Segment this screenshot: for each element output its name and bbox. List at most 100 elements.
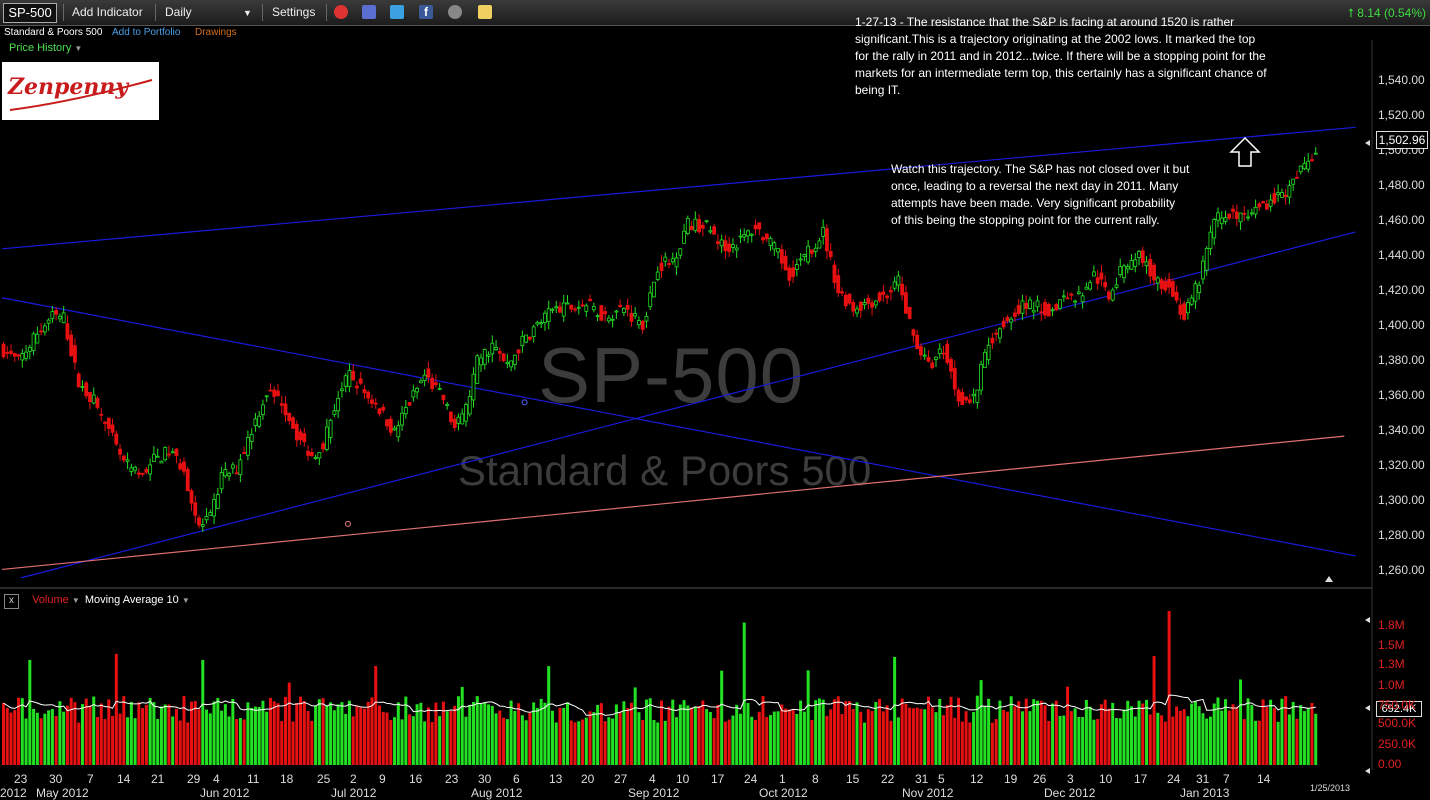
annotation-resistance: 1-27-13 - The resistance that the S&P is… [855,15,1267,97]
volume-bar [806,670,810,765]
candle-body [99,413,104,416]
close-icon[interactable]: x [4,594,19,609]
settings-button[interactable]: Settings [272,5,316,19]
chevron-down-icon[interactable]: ▼ [71,596,80,605]
symbol-input[interactable]: SP-500 [3,3,57,23]
candle-body [332,410,337,415]
candle-body [294,423,299,441]
volume-bar [957,697,961,765]
candle-body [825,228,829,252]
add-indicator-button[interactable]: Add Indicator [72,5,143,19]
volume-bar [1020,711,1024,765]
volume-bar [769,715,773,765]
y-tick-label: 1,520.00 [1378,108,1425,122]
candle-body [1050,309,1055,312]
x-day-tick: 17 [1134,772,1148,786]
volume-bar [103,719,107,765]
print-icon[interactable] [362,5,376,19]
volume-bar [896,717,900,765]
candle-body [881,291,886,295]
volume-bar [227,716,231,765]
candle-body [1061,295,1066,298]
volume-bar [317,699,321,765]
x-day-tick: 24 [1167,772,1181,786]
candle-body [708,230,713,233]
volume-bar [547,666,551,765]
candle-body [91,394,96,404]
volume-bar [148,697,152,765]
candle-body [1170,281,1175,297]
candle-body [396,425,401,438]
x-month-tick: Jul 2012 [331,786,377,800]
volume-bar [592,712,596,765]
volume-tick-label: 1.8M [1378,618,1405,632]
share-icon[interactable] [448,5,462,19]
volume-bar [1077,716,1081,765]
candle-body [230,464,235,469]
candle-body [1076,291,1081,294]
add-to-portfolio-link[interactable]: Add to Portfolio [112,27,181,38]
volume-bar [554,722,558,765]
volume-bar [77,722,81,765]
candle-body [1163,281,1168,291]
volume-bar [964,711,968,765]
candle-body [456,416,461,424]
chevron-down-icon[interactable]: ▼ [243,8,252,18]
candle-body [512,354,517,365]
candle-body [915,334,920,350]
x-day-tick: 10 [1099,772,1113,786]
volume-bar [577,721,581,765]
y-tick-label: 1,260.00 [1378,563,1425,577]
volume-bar [2,702,5,765]
candle-body [437,387,442,390]
volume-bar [566,702,569,765]
chevron-down-icon[interactable]: ▼ [181,596,190,605]
candle-body [1031,309,1036,313]
volume-bar [197,709,201,765]
volume-bar [998,700,1002,765]
price-history-menu[interactable]: Price History ▼ [9,42,82,54]
volume-bar [265,711,269,765]
candle-body [155,455,160,458]
x-month-tick: 2012 [0,786,27,800]
candle-body [1118,266,1123,276]
candle-body [892,281,897,289]
volume-bar [923,709,927,765]
x-day-tick: 9 [379,772,386,786]
volume-bar [1246,698,1250,765]
volume-bar [1250,705,1254,765]
volume-bar [848,701,851,765]
x-day-tick: 27 [614,772,628,786]
volume-bar [829,709,833,765]
candle-body [986,344,991,361]
twitter-icon[interactable] [390,5,404,19]
volume-bar [750,716,754,765]
candle-body [712,226,717,235]
volume-bar [697,706,701,765]
facebook-icon[interactable]: f [419,5,433,19]
volume-bar [1024,698,1028,765]
candle-body [76,373,81,388]
candle-body [885,295,889,299]
x-day-tick: 6 [513,772,520,786]
x-day-tick: 2 [350,772,357,786]
volume-bar [1152,656,1156,765]
candle-body [351,370,356,381]
x-day-tick: 5 [938,772,945,786]
candle-body [772,242,777,250]
candle-body [1234,211,1239,219]
volume-bar [1257,720,1261,765]
candle-body [227,472,232,477]
volume-bar [746,703,750,765]
volume-bar [1062,715,1066,765]
drawings-link[interactable]: Drawings [195,27,237,38]
alarm-clock-icon[interactable] [334,5,348,19]
interval-select[interactable]: Daily [165,5,192,19]
candle-body [670,258,675,263]
candle-body [700,224,705,229]
candle-body [591,306,596,311]
volume-bar [881,711,885,765]
x-day-tick: 8 [812,772,819,786]
note-icon[interactable] [478,5,492,19]
